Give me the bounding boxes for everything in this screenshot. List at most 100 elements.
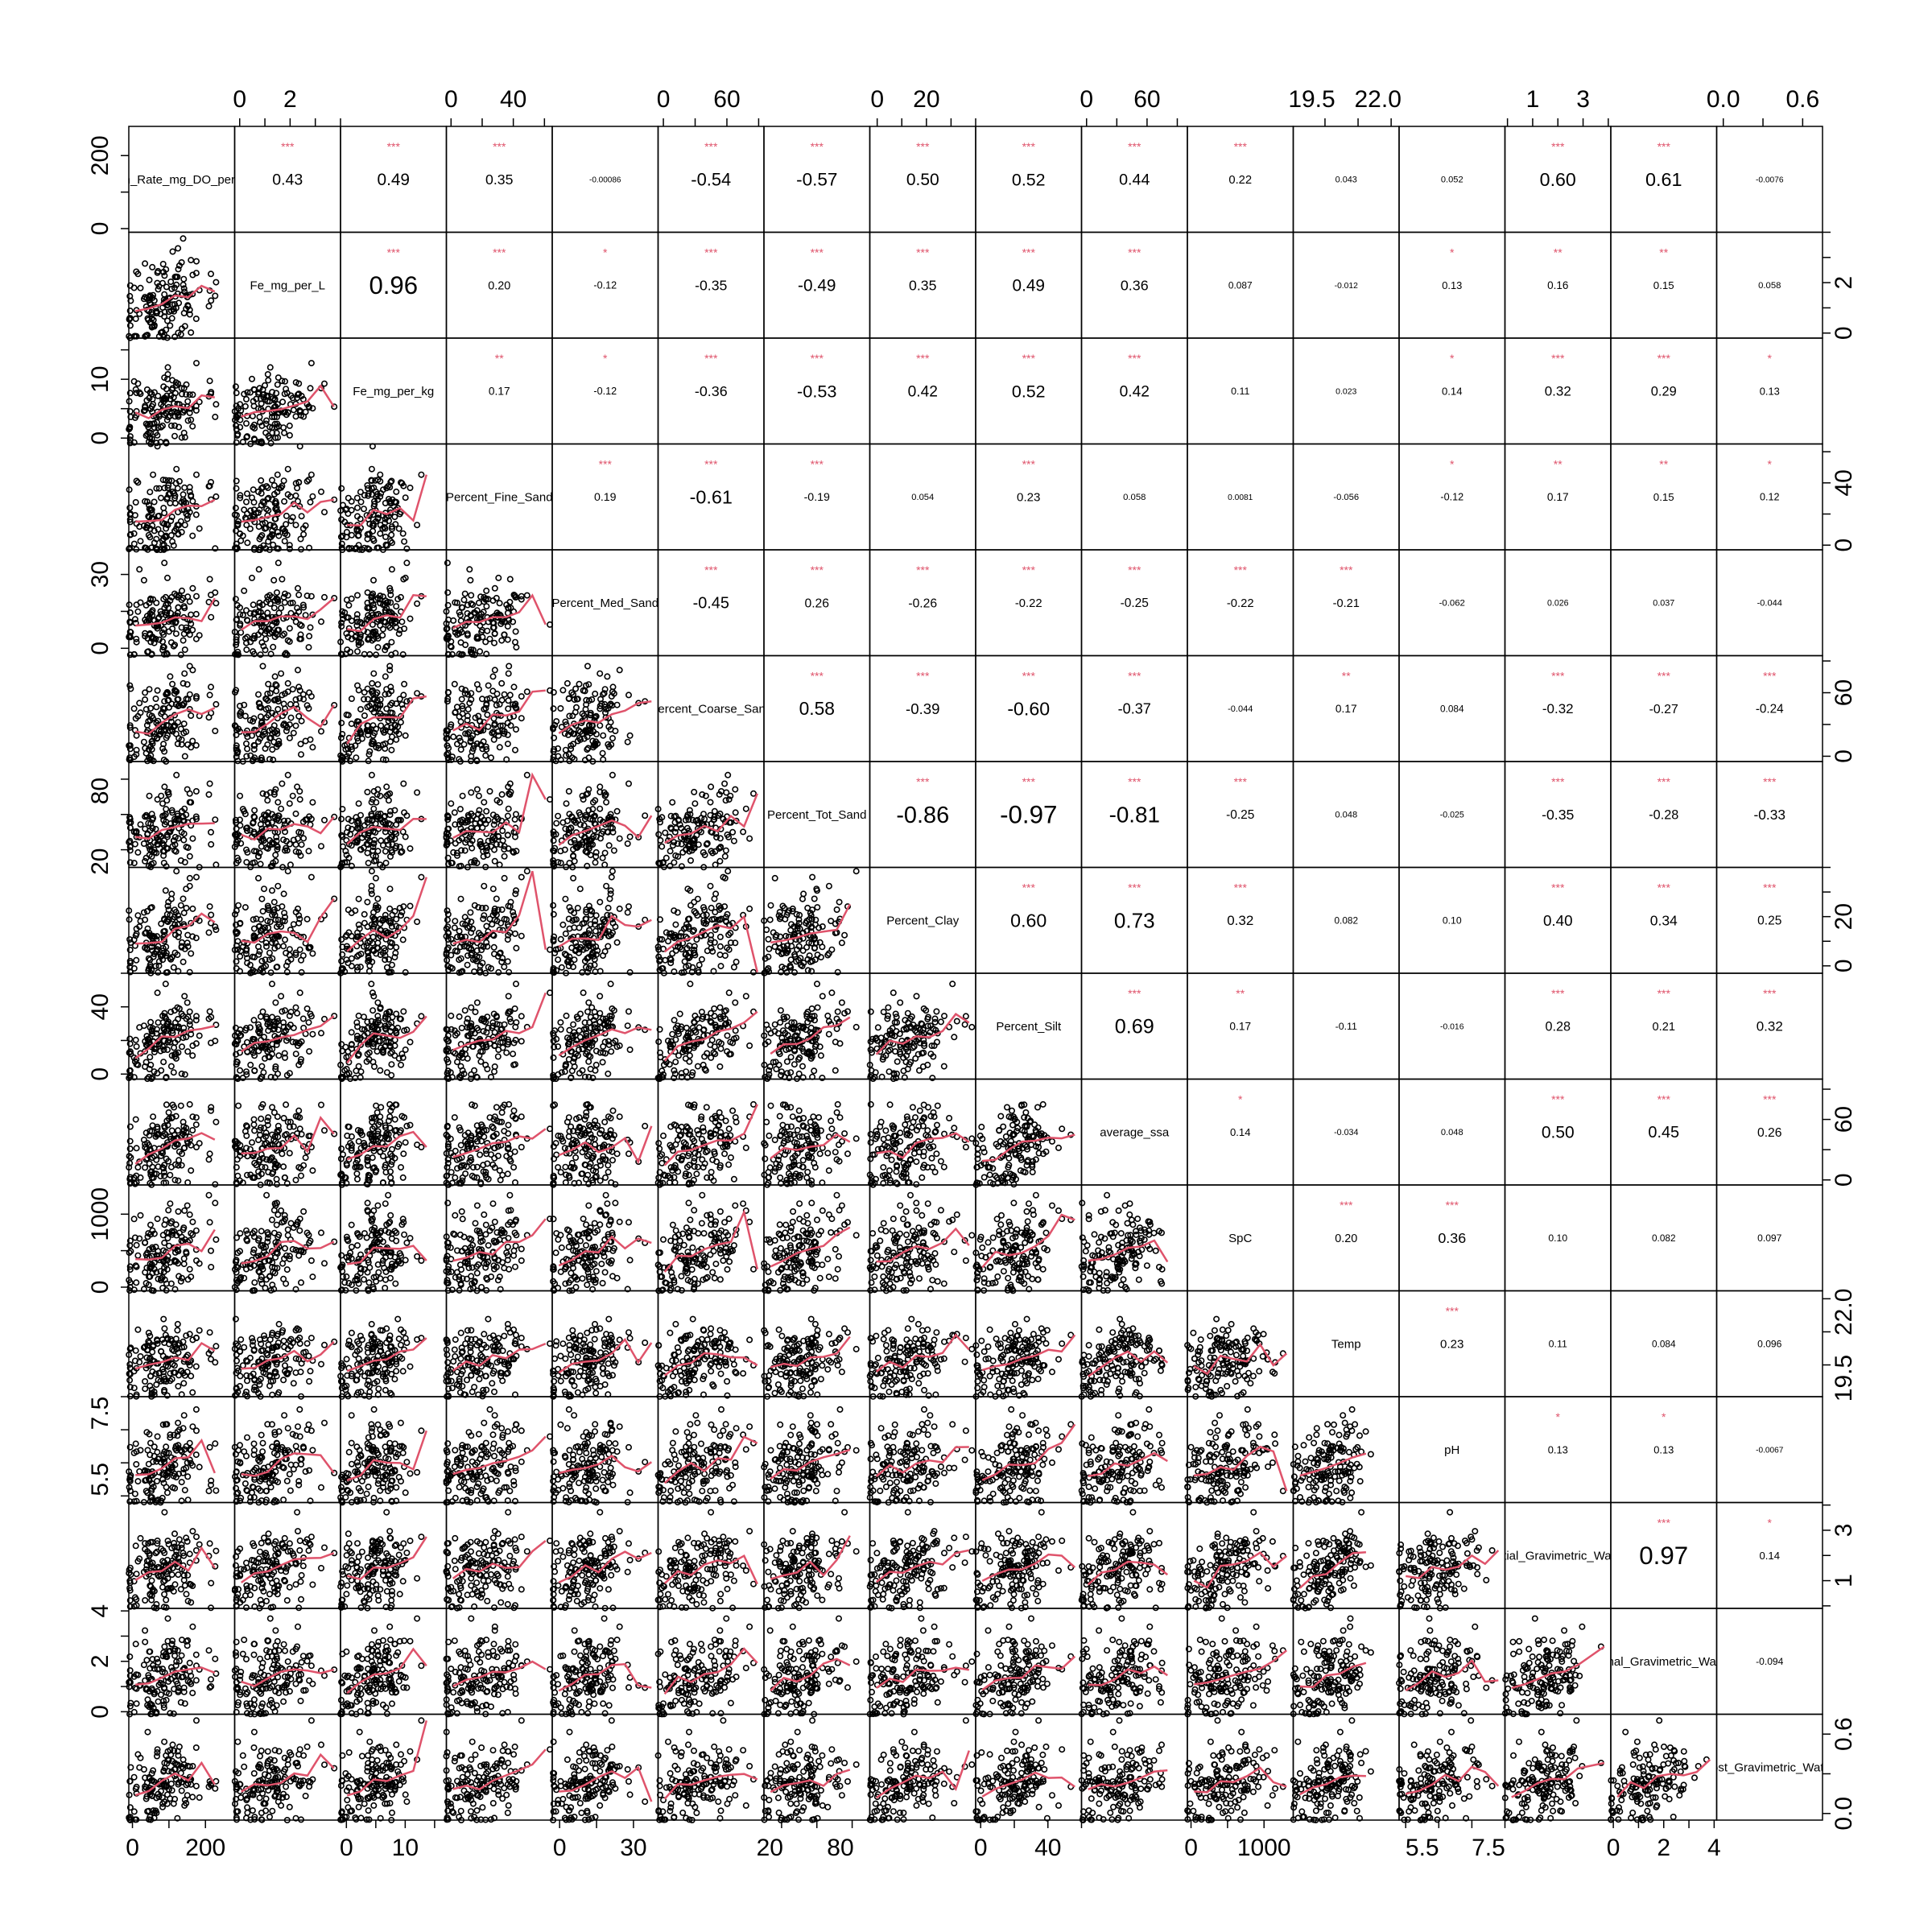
significance-stars: *** xyxy=(1657,670,1671,683)
correlation-value: 0.084 xyxy=(1440,703,1464,714)
significance-stars: *** xyxy=(1128,352,1141,365)
scatter-point xyxy=(167,422,175,429)
scatter-point xyxy=(180,309,188,316)
significance-stars: *** xyxy=(1128,246,1141,259)
scatter-point xyxy=(132,386,139,393)
scatter-point xyxy=(155,286,162,293)
correlation-value: 0.052 xyxy=(1441,175,1463,185)
significance-stars: *** xyxy=(1340,564,1353,576)
scatter-point xyxy=(205,303,213,310)
scatter-point xyxy=(174,273,181,280)
correlation-value: 0.26 xyxy=(804,597,829,610)
scatter-point xyxy=(189,291,196,298)
significance-stars: *** xyxy=(811,246,824,259)
correlation-value: -0.45 xyxy=(693,595,729,613)
correlation-value: 0.49 xyxy=(1013,277,1045,295)
diagonal-label: Percent_Tot_Sand xyxy=(767,808,866,822)
significance-stars: *** xyxy=(1657,881,1671,894)
scatter-point xyxy=(171,422,179,429)
correlation-value: 0.058 xyxy=(1123,493,1146,502)
scatter-point xyxy=(158,423,165,431)
scatter-point xyxy=(127,297,134,304)
correlation-value: 0.35 xyxy=(909,277,937,293)
scatter-point xyxy=(212,413,219,420)
smooth-line xyxy=(134,284,216,312)
scatter-point xyxy=(171,300,179,308)
scatter-point xyxy=(163,439,170,446)
correlation-value: 0.054 xyxy=(911,493,934,502)
significance-stars: *** xyxy=(493,140,506,153)
correlation-value: -0.21 xyxy=(1333,597,1360,610)
scatter-point xyxy=(126,398,133,405)
correlation-value: 0.13 xyxy=(1442,279,1462,291)
scatter-point xyxy=(172,304,180,312)
significance-stars: * xyxy=(603,352,608,365)
correlation-value: 0.96 xyxy=(369,271,418,299)
diagonal-label: Respiration_Rate_mg_DO_per_kg_per_H xyxy=(69,173,294,187)
correlation-value: 0.32 xyxy=(1545,384,1571,399)
scatter-point xyxy=(169,248,176,255)
correlation-value: -0.12 xyxy=(593,280,617,291)
scatter-point xyxy=(186,409,193,416)
significance-stars: *** xyxy=(1657,775,1671,788)
correlation-value: -0.60 xyxy=(1007,698,1050,719)
scatter-point xyxy=(167,278,175,285)
significance-stars: *** xyxy=(1022,140,1036,153)
correlation-value: -0.53 xyxy=(797,381,836,401)
scatter-point xyxy=(178,291,185,299)
scatter-point xyxy=(175,245,182,252)
scatter-point xyxy=(133,332,140,340)
significance-stars: *** xyxy=(1763,775,1777,788)
significance-stars: *** xyxy=(599,458,613,471)
significance-stars: *** xyxy=(1022,246,1036,259)
significance-stars: *** xyxy=(704,246,718,259)
correlation-value: -0.33 xyxy=(1754,807,1785,823)
correlation-value: -0.28 xyxy=(1649,807,1678,822)
scatter-point xyxy=(164,317,171,324)
correlation-value: 0.29 xyxy=(1651,384,1677,398)
correlation-value: 0.58 xyxy=(799,698,835,719)
significance-stars: ** xyxy=(1554,458,1563,471)
significance-stars: ** xyxy=(1659,246,1668,259)
scatter-point xyxy=(134,270,142,278)
significance-stars: * xyxy=(1768,458,1773,471)
significance-stars: * xyxy=(1768,352,1773,365)
significance-stars: *** xyxy=(1551,881,1565,894)
scatter-point xyxy=(175,266,182,273)
scatter-point xyxy=(126,282,134,289)
correlation-value: 0.32 xyxy=(1227,913,1253,928)
correlation-value: -0.54 xyxy=(691,169,731,189)
significance-stars: *** xyxy=(1234,564,1248,576)
scatter-point xyxy=(126,322,134,329)
correlation-value: -0.61 xyxy=(690,486,733,507)
scatter-point xyxy=(147,389,154,396)
significance-stars: *** xyxy=(1128,670,1141,683)
scatter-point xyxy=(193,360,200,367)
scatter-point xyxy=(173,281,180,288)
significance-stars: *** xyxy=(811,564,824,576)
correlation-value: 0.60 xyxy=(1010,910,1046,931)
correlation-value: -0.81 xyxy=(1109,802,1160,827)
significance-stars: *** xyxy=(811,670,824,683)
significance-stars: *** xyxy=(1128,881,1141,894)
scatter-point xyxy=(186,311,193,318)
significance-stars: *** xyxy=(811,140,824,153)
significance-stars: *** xyxy=(1657,352,1671,365)
scatter-point xyxy=(186,391,193,398)
significance-stars: *** xyxy=(916,352,930,365)
correlation-value: 0.082 xyxy=(1334,914,1358,926)
significance-stars: *** xyxy=(916,140,930,153)
correlation-value: -0.32 xyxy=(1542,701,1574,716)
scatter-point xyxy=(162,410,169,417)
scatter-point xyxy=(167,308,175,315)
scatter-point xyxy=(207,270,214,278)
correlation-value: -0.056 xyxy=(1333,493,1359,502)
scatter-point xyxy=(159,260,167,267)
correlation-value: 0.40 xyxy=(1543,912,1573,929)
significance-stars: * xyxy=(1450,352,1455,365)
scatter-point xyxy=(167,412,174,419)
scatter-point xyxy=(155,267,162,275)
scatter-point xyxy=(159,279,167,287)
significance-stars: *** xyxy=(1022,775,1036,788)
